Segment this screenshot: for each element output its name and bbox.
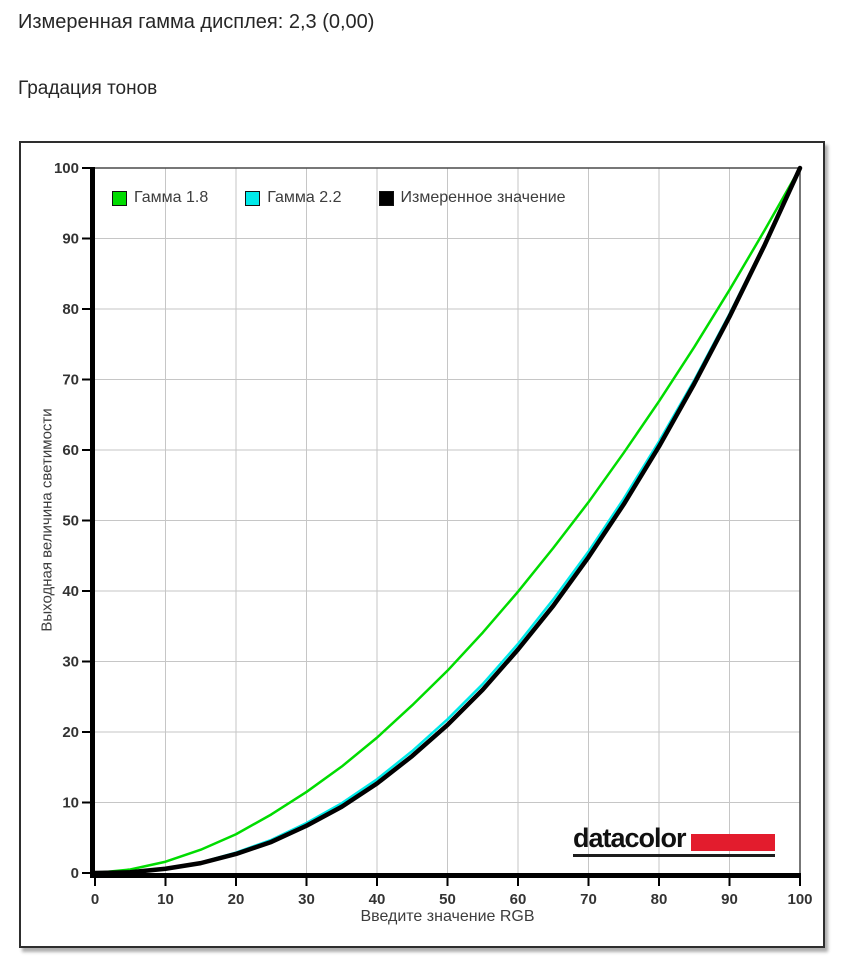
y-tick-label: 70 xyxy=(62,372,79,389)
legend-item-gamma-1-8: Гамма 1.8 xyxy=(112,189,208,207)
x-tick-label: 30 xyxy=(298,891,315,908)
y-tick-label: 50 xyxy=(62,513,79,530)
grid-lines xyxy=(95,167,801,873)
y-axis-title: Выходная величина светимости xyxy=(38,408,56,632)
series-line-0 xyxy=(93,166,802,875)
plot-border xyxy=(95,167,801,873)
tick-marks-and-labels: 0 10 20 30 40 50 60 70 80 90 100 0 10 20 30 40 50 60 70 80 9… xyxy=(54,160,813,908)
y-tick-label: 10 xyxy=(62,795,79,812)
datacolor-logo: datacolor xyxy=(573,825,775,857)
chart-canvas: 0 10 20 30 40 50 60 70 80 90 100 0 10 20 30 40 50 60 70 80 9… xyxy=(54,160,813,908)
legend-item-gamma-2-2: Гамма 2.2 xyxy=(245,189,342,207)
datacolor-logo-text: datacolor xyxy=(573,823,687,853)
x-tick-label: 100 xyxy=(787,891,812,908)
datacolor-logo-red-bar-icon xyxy=(690,834,775,851)
chart-legend: Гамма 1.8 Гамма 2.2 Измеренное значение xyxy=(112,189,566,207)
legend-item-measured: Измеренное значение xyxy=(378,189,566,207)
y-tick-label: 30 xyxy=(62,654,79,671)
x-axis-title: Введите значение RGB xyxy=(360,908,535,925)
measured-gamma-text: Измеренная гамма дисплея: 2,3 (0,00) xyxy=(18,11,375,33)
x-tick-label: 20 xyxy=(228,891,245,908)
x-tick-label: 40 xyxy=(369,891,386,908)
gamma-1-8-swatch-icon xyxy=(112,190,127,206)
y-tick-label: 90 xyxy=(62,231,79,248)
x-tick-label: 90 xyxy=(721,891,738,908)
section-title: Градация тонов xyxy=(18,78,158,99)
x-tick-label: 10 xyxy=(157,891,174,908)
legend-label: Измеренное значение xyxy=(400,189,566,206)
series-line-2 xyxy=(92,165,803,876)
legend-label: Гамма 1.8 xyxy=(134,189,209,206)
axes xyxy=(90,167,801,878)
x-tick-label: 0 xyxy=(91,891,99,908)
y-tick-label: 0 xyxy=(71,865,79,882)
x-tick-label: 80 xyxy=(651,891,668,908)
y-tick-label: 80 xyxy=(62,301,79,318)
measured-swatch-icon xyxy=(378,190,394,206)
y-tick-label: 20 xyxy=(62,724,79,741)
gamma-2-2-swatch-icon xyxy=(245,190,261,206)
x-tick-label: 60 xyxy=(510,891,527,908)
y-tick-label: 60 xyxy=(62,442,79,459)
x-tick-label: 50 xyxy=(439,891,456,908)
y-tick-label: 100 xyxy=(54,160,79,177)
legend-label: Гамма 2.2 xyxy=(267,189,342,206)
x-tick-label: 70 xyxy=(580,891,597,908)
tone-response-chart-panel: 0 10 20 30 40 50 60 70 80 90 100 0 10 20 30 40 50 60 70 80 9… xyxy=(19,141,825,948)
y-tick-label: 40 xyxy=(62,583,79,600)
